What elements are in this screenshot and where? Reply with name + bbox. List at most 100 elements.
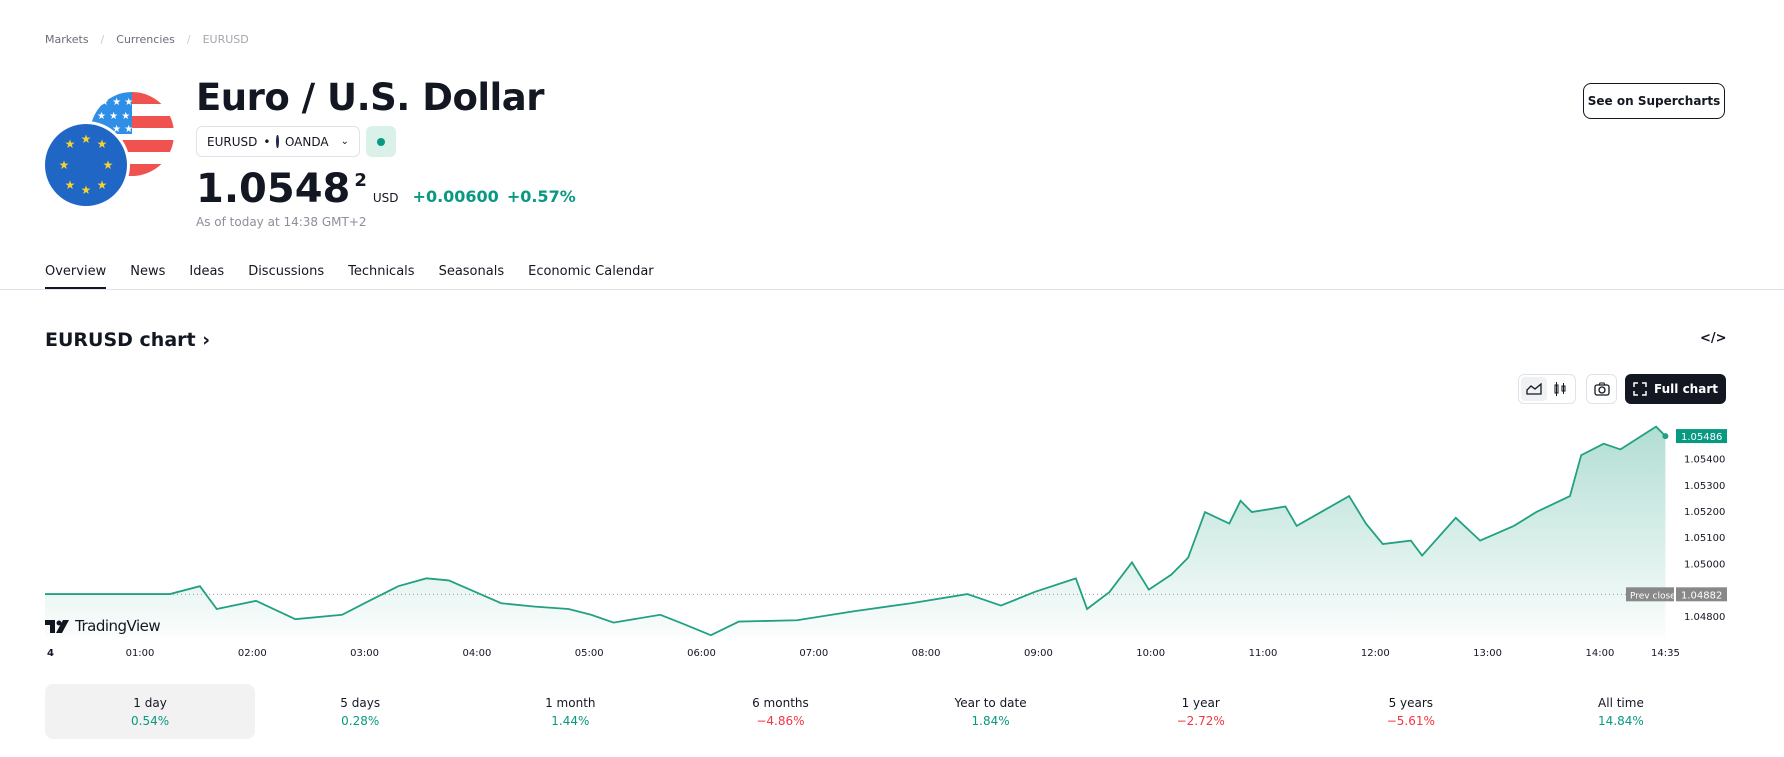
exchange-logo-icon xyxy=(276,135,279,148)
period-all-time[interactable]: All time 14.84% xyxy=(1516,684,1726,739)
camera-icon xyxy=(1593,382,1610,396)
prev-close-value: 1.04882 xyxy=(1681,590,1722,601)
breadcrumb-current: EURUSD xyxy=(202,33,249,46)
price-block: 1.0548 2 USD +0.00600 +0.57% xyxy=(196,166,576,212)
period-1-month[interactable]: 1 month 1.44% xyxy=(465,684,675,739)
symbol-exchange: OANDA xyxy=(284,134,329,149)
period-change: −4.86% xyxy=(756,713,805,728)
market-open-dot-icon xyxy=(377,137,385,146)
breadcrumb: Markets / Currencies / EURUSD xyxy=(45,33,249,46)
tab-discussions[interactable]: Discussions xyxy=(248,264,325,279)
svg-text:★ ★ ★: ★ ★ ★ xyxy=(100,97,133,108)
fullscreen-icon xyxy=(1633,382,1647,396)
see-on-supercharts-button[interactable]: See on Supercharts xyxy=(1583,83,1725,119)
period-1-year[interactable]: 1 year −2.72% xyxy=(1096,684,1306,739)
dot-separator: • xyxy=(263,134,271,149)
period-change: 0.28% xyxy=(341,713,380,728)
period-change: 1.44% xyxy=(551,713,590,728)
x-tick-label: 12:00 xyxy=(1361,648,1390,659)
y-tick-label: 1.05000 xyxy=(1684,559,1725,570)
currency-flags-icon: ★ ★ ★ ★ ★ ★ ★ ★ ★ ★ ★ ★ ★ ★ ★ ★ ★ xyxy=(45,92,174,209)
tradingview-logo-text: TradingView xyxy=(75,617,161,635)
price-currency: USD xyxy=(372,191,399,205)
y-tick-label: 1.05200 xyxy=(1684,507,1725,518)
period-label: Year to date xyxy=(954,695,1027,710)
x-tick-label: 11:00 xyxy=(1249,648,1278,659)
price-line xyxy=(45,425,1667,637)
period-6-months[interactable]: 6 months −4.86% xyxy=(675,684,885,739)
breadcrumb-separator: / xyxy=(186,33,191,46)
x-tick-label: 13:00 xyxy=(1473,648,1502,659)
tab-news[interactable]: News xyxy=(130,264,166,279)
prev-close-label: Prev close xyxy=(1630,591,1676,601)
symbol-ticker: EURUSD xyxy=(207,134,258,149)
breadcrumb-currencies[interactable]: Currencies xyxy=(116,33,175,46)
svg-text:★: ★ xyxy=(65,178,76,192)
period-change: 0.54% xyxy=(131,713,170,728)
last-price-badge xyxy=(1676,429,1727,444)
x-tick-label: 06:00 xyxy=(687,648,716,659)
period-change: 14.84% xyxy=(1598,713,1644,728)
area-chart-icon xyxy=(1526,383,1542,395)
svg-text:★: ★ xyxy=(103,158,114,172)
embed-code-button[interactable]: </> xyxy=(1700,331,1727,346)
breadcrumb-separator: / xyxy=(100,33,105,46)
x-tick-label: 07:00 xyxy=(799,648,828,659)
prev-close-value-badge xyxy=(1676,587,1727,602)
full-chart-button[interactable]: Full chart xyxy=(1625,374,1726,404)
period-change: 1.84% xyxy=(971,713,1010,728)
svg-text:★: ★ xyxy=(97,137,108,151)
svg-text:★ ★ ★: ★ ★ ★ xyxy=(100,124,133,135)
price-change: +0.00600 xyxy=(412,187,499,206)
last-point xyxy=(1662,433,1669,440)
chart-title-link[interactable]: EURUSD chart › xyxy=(45,329,211,351)
last-price-label: 1.05486 xyxy=(1681,432,1722,443)
price-timestamp: As of today at 14:38 GMT+2 xyxy=(196,215,367,229)
area-fill xyxy=(45,426,1666,637)
period-change: −5.61% xyxy=(1386,713,1435,728)
price-change-percent: +0.57% xyxy=(506,187,576,206)
price-value: 1.0548 xyxy=(196,166,351,212)
period-label: 6 months xyxy=(752,695,809,710)
period-5-days[interactable]: 5 days 0.28% xyxy=(255,684,465,739)
period-label: 1 year xyxy=(1181,695,1220,710)
x-tick-label: 08:00 xyxy=(912,648,941,659)
page-title: Euro / U.S. Dollar xyxy=(196,76,544,119)
tab-economic-calendar[interactable]: Economic Calendar xyxy=(528,264,654,279)
period-label: All time xyxy=(1598,695,1644,710)
svg-text:★: ★ xyxy=(81,132,92,146)
period-5-years[interactable]: 5 years −5.61% xyxy=(1306,684,1516,739)
market-status-badge[interactable] xyxy=(366,126,396,157)
symbol-selector[interactable]: EURUSD • OANDA ⌄ xyxy=(196,126,360,157)
y-tick-label: 1.05100 xyxy=(1684,533,1725,544)
tab-overview[interactable]: Overview xyxy=(45,264,107,289)
svg-text:★: ★ xyxy=(65,137,76,151)
tab-technicals[interactable]: Technicals xyxy=(348,264,415,279)
x-tick-label: 4 xyxy=(47,648,54,659)
area-chart-button[interactable] xyxy=(1521,377,1547,401)
screenshot-button[interactable] xyxy=(1586,374,1617,404)
candles-chart-button[interactable] xyxy=(1547,377,1573,401)
svg-text:★: ★ xyxy=(97,178,108,192)
period-change: −2.72% xyxy=(1176,713,1225,728)
tab-seasonals[interactable]: Seasonals xyxy=(438,264,505,279)
period-1-day[interactable]: 1 day 0.54% xyxy=(45,684,256,739)
price-chart[interactable]: 1.05400 1.05300 1.05200 1.05100 1.05000 1.048… xyxy=(0,410,1784,670)
svg-text:★: ★ xyxy=(81,183,92,197)
candles-icon xyxy=(1554,382,1566,396)
full-chart-label: Full chart xyxy=(1654,382,1718,396)
tab-bar: Overview News Ideas Discussions Technicals Se… xyxy=(45,264,654,289)
tab-ideas[interactable]: Ideas xyxy=(189,264,225,279)
chart-type-group xyxy=(1518,374,1576,404)
period-label: 1 month xyxy=(545,695,596,710)
divider xyxy=(0,289,1784,290)
x-tick-label: 14:35 xyxy=(1651,648,1680,659)
x-tick-label: 04:00 xyxy=(462,648,491,659)
period-year-to-date[interactable]: Year to date 1.84% xyxy=(886,684,1096,739)
x-tick-label: 09:00 xyxy=(1024,648,1053,659)
x-tick-label: 02:00 xyxy=(238,648,267,659)
tradingview-logo[interactable]: TradingView xyxy=(45,617,161,635)
breadcrumb-markets[interactable]: Markets xyxy=(45,33,89,46)
x-tick-label: 10:00 xyxy=(1136,648,1165,659)
chevron-down-icon: ⌄ xyxy=(340,136,349,147)
